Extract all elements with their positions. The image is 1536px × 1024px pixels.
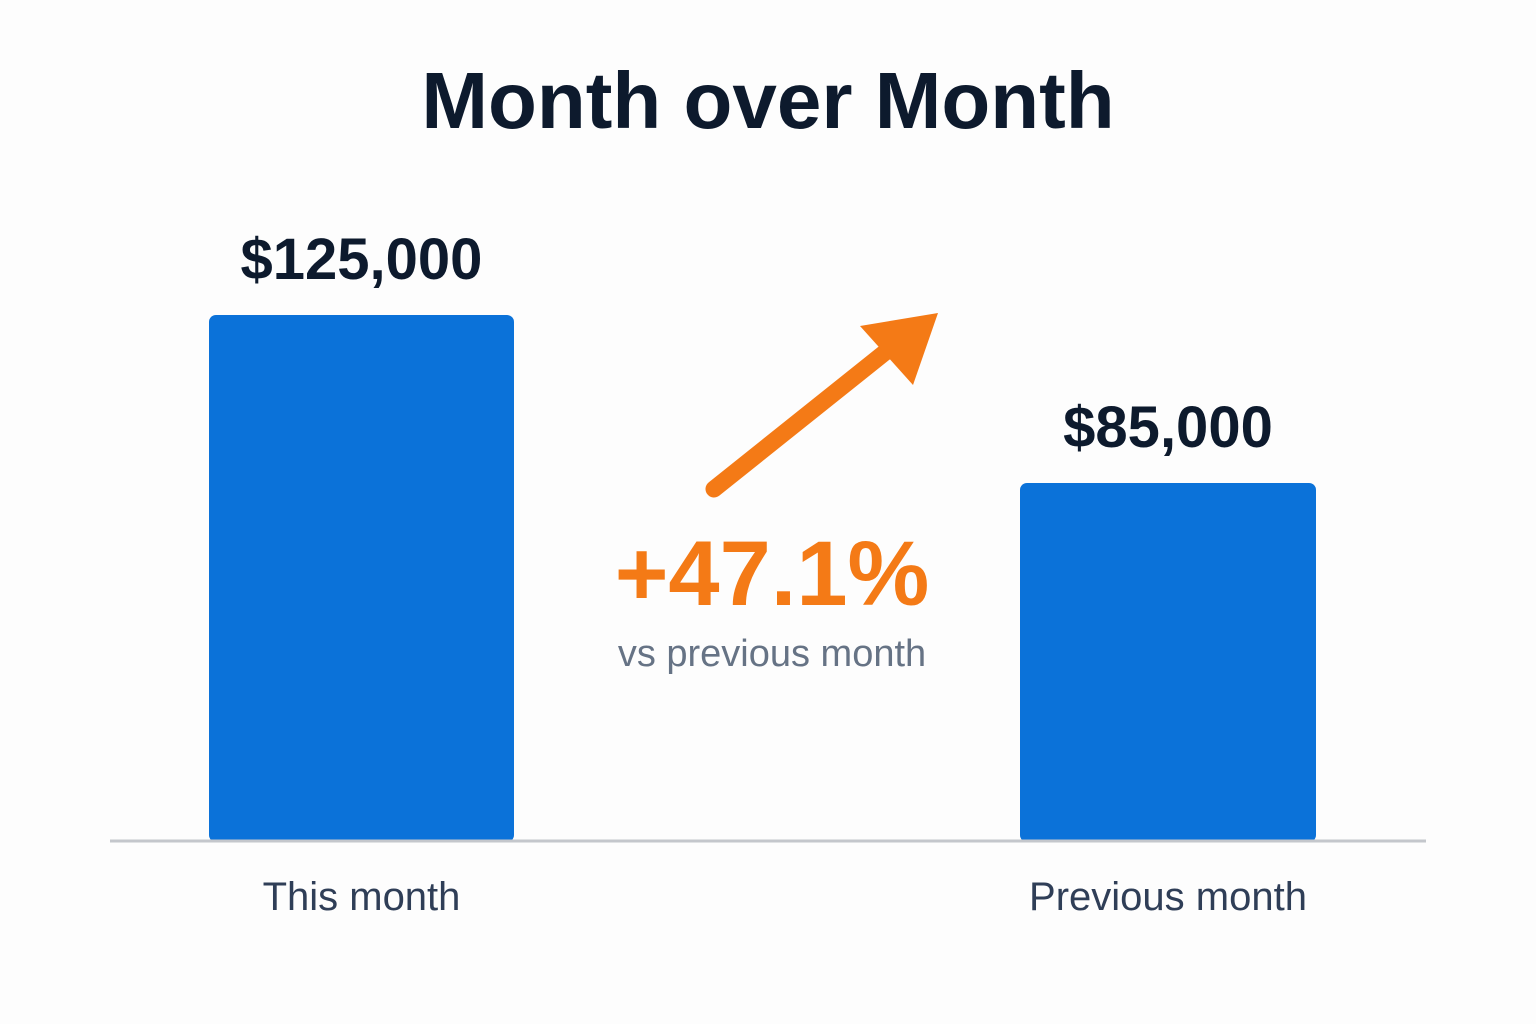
change-percentage: +47.1% <box>615 523 930 625</box>
bar-this-month <box>209 315 514 842</box>
bars-layer: $125,000 This month $85,000 Previous month <box>209 227 1316 919</box>
change-annotation: +47.1% vs previous month <box>615 313 938 675</box>
category-label-this-month: This month <box>263 875 461 919</box>
value-label-previous-month: $85,000 <box>1063 395 1273 460</box>
value-label-this-month: $125,000 <box>241 227 483 292</box>
category-label-previous-month: Previous month <box>1029 875 1307 919</box>
chart-title: Month over Month <box>421 56 1114 145</box>
change-caption: vs previous month <box>618 633 926 675</box>
arrow-up-right-icon <box>705 313 938 498</box>
bar-previous-month <box>1020 483 1316 842</box>
